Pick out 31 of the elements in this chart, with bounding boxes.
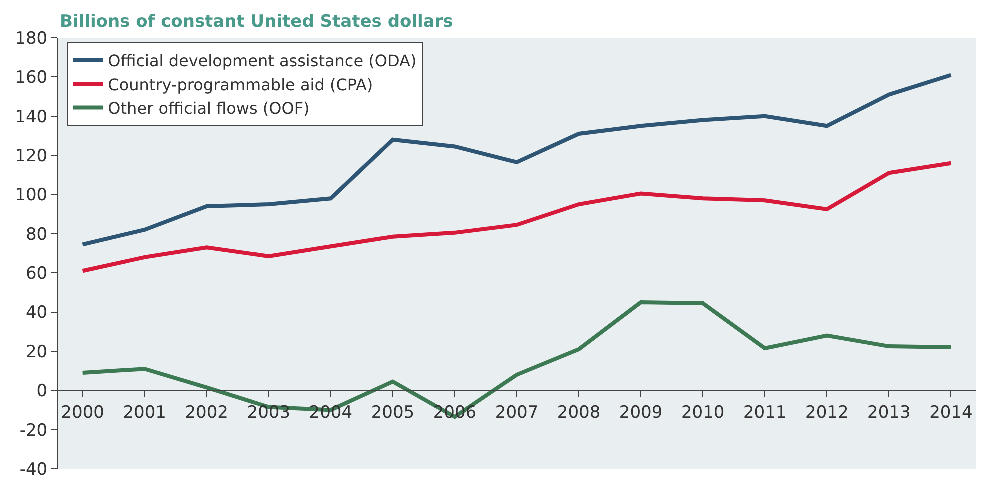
- x-tick-label: 2007: [495, 403, 539, 424]
- x-tick-label: 2014: [930, 403, 973, 424]
- legend-label: Country-programmable aid (CPA): [108, 75, 374, 94]
- y-axis-title: Billions of constant United States dollars: [60, 12, 454, 32]
- x-tick-label: 2002: [185, 403, 228, 424]
- y-tick-label: 80: [26, 224, 48, 245]
- y-tick-label: 180: [15, 28, 48, 49]
- y-tick-label: 140: [15, 107, 48, 128]
- y-tick-label: 40: [26, 303, 48, 324]
- x-tick-label: 2000: [61, 403, 104, 424]
- x-tick-label: 2013: [868, 403, 911, 424]
- x-tick-label: 2012: [806, 403, 849, 424]
- x-tick-label: 2001: [123, 403, 166, 424]
- y-tick-label: 160: [15, 68, 48, 88]
- legend-label: Official development assistance (ODA): [108, 51, 417, 70]
- x-tick-label: 2008: [557, 403, 601, 424]
- y-tick-label: -40: [20, 460, 48, 480]
- legend-label: Other official flows (OOF): [108, 99, 310, 118]
- line-series: [80, 161, 954, 274]
- y-tick-label: 120: [15, 146, 48, 166]
- y-tick-label: 20: [26, 342, 48, 362]
- x-tick-label: 2009: [619, 403, 663, 424]
- y-tick-label: 0: [36, 382, 48, 402]
- x-tick-label: 2010: [681, 403, 725, 424]
- x-tick-label: 2011: [743, 403, 787, 424]
- x-tick-label: 2003: [247, 403, 291, 424]
- y-tick-label: 100: [15, 186, 48, 206]
- line-series: [80, 73, 954, 247]
- x-tick-label: 2005: [371, 403, 415, 424]
- y-tick-label: -20: [20, 420, 48, 441]
- y-tick-label: 60: [26, 264, 48, 284]
